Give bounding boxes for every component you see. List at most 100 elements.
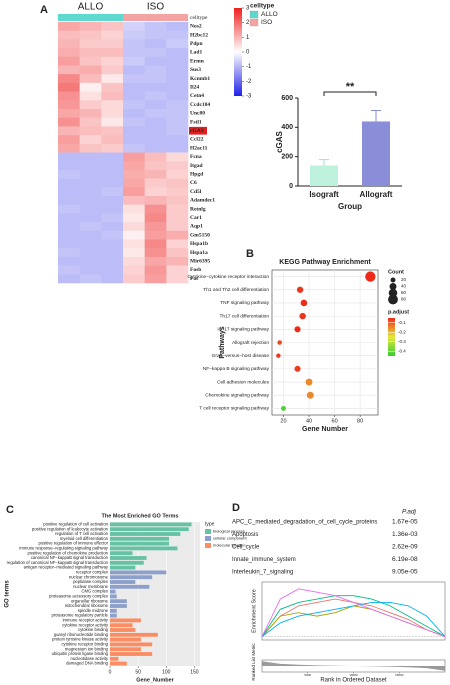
heat-cell <box>58 178 80 188</box>
heat-cell <box>166 161 189 171</box>
padj-label: 6.19e-08 <box>392 556 418 563</box>
heat-cell <box>101 152 124 162</box>
heat-cell <box>79 256 102 266</box>
heat-cell <box>101 82 124 92</box>
row-label: Lad1 <box>190 50 202 56</box>
heat-cell <box>101 109 124 118</box>
x-tick-label: 0 <box>109 669 112 675</box>
x-axis-label: Rank in Ordered Dataset <box>320 678 387 684</box>
y-tick-label: positive regulation of leukocyte activat… <box>32 526 109 531</box>
plot-area <box>110 522 200 666</box>
heat-cell <box>101 187 124 197</box>
row-label: Pdpn <box>190 41 203 47</box>
row-label: Hspa1a <box>190 250 208 256</box>
bar <box>110 575 153 580</box>
legend-swatch <box>205 543 211 548</box>
y-tick-label: Allograft rejection <box>232 340 269 346</box>
group-label: ISO <box>147 2 164 13</box>
y-tick-label: Graft−versus−host disease <box>212 353 270 359</box>
row-label: Ccdc184 <box>190 102 210 108</box>
heat-cell <box>101 265 124 275</box>
heat-cell <box>79 135 102 145</box>
heat-cell <box>123 169 145 179</box>
heat-cell <box>58 196 80 205</box>
row-label: H2ac11 <box>190 145 208 151</box>
row-label: Il24 <box>190 85 199 91</box>
y-tick-label: peptidase complex <box>73 579 109 584</box>
heat-cell <box>144 117 167 127</box>
heat-cell <box>79 239 102 249</box>
heat-cell <box>166 204 189 214</box>
heat-cell <box>101 213 124 223</box>
dot <box>296 286 304 293</box>
bar <box>110 599 127 604</box>
y-tick-label: cytokine receptor binding <box>61 642 108 647</box>
bar <box>110 652 153 656</box>
heat-cell <box>58 213 80 223</box>
y-tick-label: guanyl ribonucleotide binding <box>54 632 109 637</box>
heat-cell <box>58 109 80 118</box>
heat-cell <box>101 239 124 249</box>
heat-cell <box>79 91 102 101</box>
heat-cell <box>79 169 102 179</box>
heat-cell <box>123 239 145 249</box>
heat-cell <box>144 22 167 31</box>
y-tick-label: organellar ribosome <box>71 598 109 603</box>
legend-swatch <box>205 529 211 534</box>
bar <box>110 594 117 599</box>
legend-label: Apoptosis <box>232 532 258 538</box>
row-label: Kcnmb1 <box>190 76 210 82</box>
y-tick-label: T cell receptor signaling pathway <box>199 406 269 412</box>
y-tick-label: Cytokine−cytokine receptor interaction <box>188 274 270 280</box>
bar <box>110 604 127 608</box>
dot <box>294 326 301 333</box>
heat-cell <box>144 230 167 240</box>
y-tick-label: regulation of canonical NF−kappaB signal… <box>7 560 109 565</box>
heat-cell <box>144 204 167 214</box>
x-tick-label: 15000 <box>395 673 404 677</box>
x-tick-label: 80 <box>357 418 363 424</box>
heat-cell <box>79 196 102 205</box>
legend-label: Innate_immune_system <box>232 557 296 563</box>
panel-label: B <box>246 248 254 260</box>
column-header: P.adj <box>402 509 417 516</box>
y-tick-label: myeloid cell differentiation <box>60 536 109 541</box>
heat-cell <box>144 91 167 101</box>
heat-cell <box>123 117 145 127</box>
heat-cell <box>58 256 80 266</box>
heat-cell <box>144 82 167 92</box>
padj-label: 1.36e-03 <box>392 531 418 538</box>
legend-label: 80 <box>401 297 407 302</box>
heat-cell <box>79 109 102 118</box>
dot <box>276 353 281 358</box>
significance: ** <box>346 81 355 93</box>
legend-label: Cell_cycle <box>232 545 260 551</box>
heat-cell <box>166 239 189 249</box>
row-label: cGAS <box>190 128 204 134</box>
bar <box>110 565 136 570</box>
bar <box>110 551 133 556</box>
colorbar-label: 3 <box>246 6 250 12</box>
heat-cell <box>144 152 167 162</box>
heat-cell <box>79 222 102 232</box>
bar <box>110 618 141 623</box>
heat-cell <box>123 187 145 197</box>
bar <box>110 541 170 546</box>
x-axis-label: Gene Number <box>302 426 348 433</box>
heat-cell <box>166 152 189 162</box>
heat-cell <box>166 135 189 145</box>
y-tick-label: Chemokine signaling pathway <box>205 392 269 398</box>
bar <box>110 570 167 575</box>
heat-cell <box>79 230 102 240</box>
bar <box>110 527 189 532</box>
bar <box>110 637 141 642</box>
dot <box>300 299 308 307</box>
y-tick-label: 600 <box>281 95 293 102</box>
row-label: Aqp1 <box>190 224 203 230</box>
heat-cell <box>79 100 102 110</box>
legend-title: type <box>205 521 215 527</box>
bar <box>110 589 116 594</box>
x-tick-label: 40 <box>306 418 312 424</box>
legend-swatch <box>249 10 259 19</box>
